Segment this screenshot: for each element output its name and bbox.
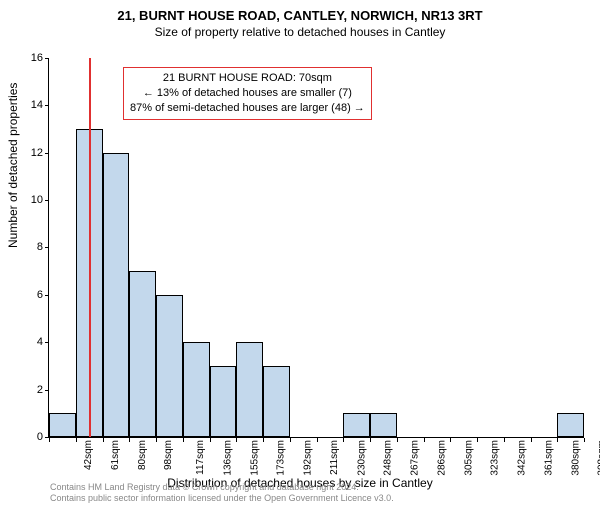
x-tick-label: 42sqm xyxy=(83,440,94,470)
x-tick-mark xyxy=(263,438,264,442)
y-tick-mark xyxy=(45,342,49,343)
y-tick-label: 8 xyxy=(19,241,43,253)
footer-line2: Contains public sector information licen… xyxy=(50,493,394,504)
x-tick-label: 342sqm xyxy=(517,440,528,476)
x-tick-mark xyxy=(343,438,344,442)
chart-title-line1: 21, BURNT HOUSE ROAD, CANTLEY, NORWICH, … xyxy=(0,8,600,23)
histogram-bar xyxy=(49,413,76,437)
x-tick-mark xyxy=(504,438,505,442)
x-tick-label: 286sqm xyxy=(436,440,447,476)
footer-line1: Contains HM Land Registry data © Crown c… xyxy=(50,482,394,493)
x-tick-label: 380sqm xyxy=(570,440,581,476)
histogram-bar xyxy=(557,413,584,437)
x-tick-mark xyxy=(49,438,50,442)
histogram-bar xyxy=(129,271,156,437)
x-tick-mark xyxy=(584,438,585,442)
y-tick-mark xyxy=(45,105,49,106)
chart-area: 024681012141642sqm61sqm80sqm98sqm117sqm1… xyxy=(48,58,584,438)
histogram-bar xyxy=(343,413,370,437)
x-tick-mark xyxy=(76,438,77,442)
x-tick-mark xyxy=(557,438,558,442)
y-tick-label: 12 xyxy=(19,147,43,159)
y-tick-label: 4 xyxy=(19,336,43,348)
y-tick-label: 6 xyxy=(19,289,43,301)
y-tick-label: 2 xyxy=(19,384,43,396)
y-tick-mark xyxy=(45,153,49,154)
x-tick-label: 323sqm xyxy=(490,440,501,476)
x-tick-mark xyxy=(210,438,211,442)
plot-region: 024681012141642sqm61sqm80sqm98sqm117sqm1… xyxy=(48,58,584,438)
y-tick-label: 16 xyxy=(19,52,43,64)
x-tick-mark xyxy=(236,438,237,442)
callout-box: 21 BURNT HOUSE ROAD: 70sqm← 13% of detac… xyxy=(123,67,372,120)
x-tick-mark xyxy=(129,438,130,442)
x-tick-mark xyxy=(424,438,425,442)
x-tick-mark xyxy=(450,438,451,442)
callout-line3: 87% of semi-detached houses are larger (… xyxy=(130,101,365,116)
histogram-bar xyxy=(183,342,210,437)
histogram-bar xyxy=(236,342,263,437)
y-axis-label: Number of detached properties xyxy=(6,83,20,248)
histogram-bar xyxy=(210,366,237,437)
x-tick-mark xyxy=(183,438,184,442)
y-tick-label: 14 xyxy=(19,99,43,111)
x-tick-mark xyxy=(103,438,104,442)
x-tick-label: 61sqm xyxy=(110,440,121,470)
x-tick-label: 305sqm xyxy=(463,440,474,476)
x-tick-mark xyxy=(477,438,478,442)
x-tick-label: 192sqm xyxy=(303,440,314,476)
y-tick-mark xyxy=(45,390,49,391)
x-tick-mark xyxy=(370,438,371,442)
histogram-bar xyxy=(156,295,183,437)
y-tick-label: 10 xyxy=(19,194,43,206)
x-tick-label: 211sqm xyxy=(329,440,340,475)
x-tick-label: 230sqm xyxy=(356,440,367,476)
chart-title-line2: Size of property relative to detached ho… xyxy=(0,25,600,39)
x-tick-label: 98sqm xyxy=(163,440,174,470)
reference-line xyxy=(89,58,91,437)
x-tick-label: 173sqm xyxy=(276,440,287,476)
callout-line2: ← 13% of detached houses are smaller (7) xyxy=(130,86,365,101)
y-tick-mark xyxy=(45,295,49,296)
histogram-bar xyxy=(103,153,130,437)
x-tick-mark xyxy=(317,438,318,442)
x-tick-mark xyxy=(397,438,398,442)
x-tick-label: 117sqm xyxy=(195,440,206,475)
x-tick-mark xyxy=(531,438,532,442)
x-tick-label: 248sqm xyxy=(383,440,394,476)
y-tick-mark xyxy=(45,58,49,59)
x-tick-label: 80sqm xyxy=(137,440,148,470)
x-tick-label: 155sqm xyxy=(249,440,260,476)
callout-line1: 21 BURNT HOUSE ROAD: 70sqm xyxy=(130,71,365,86)
x-tick-label: 361sqm xyxy=(543,440,554,476)
y-tick-label: 0 xyxy=(19,431,43,443)
y-tick-mark xyxy=(45,200,49,201)
x-tick-mark xyxy=(156,438,157,442)
footer-attribution: Contains HM Land Registry data © Crown c… xyxy=(50,482,394,505)
y-tick-mark xyxy=(45,247,49,248)
histogram-bar xyxy=(370,413,397,437)
x-tick-label: 136sqm xyxy=(222,440,233,476)
x-tick-label: 267sqm xyxy=(410,440,421,476)
x-tick-mark xyxy=(290,438,291,442)
histogram-bar xyxy=(263,366,290,437)
